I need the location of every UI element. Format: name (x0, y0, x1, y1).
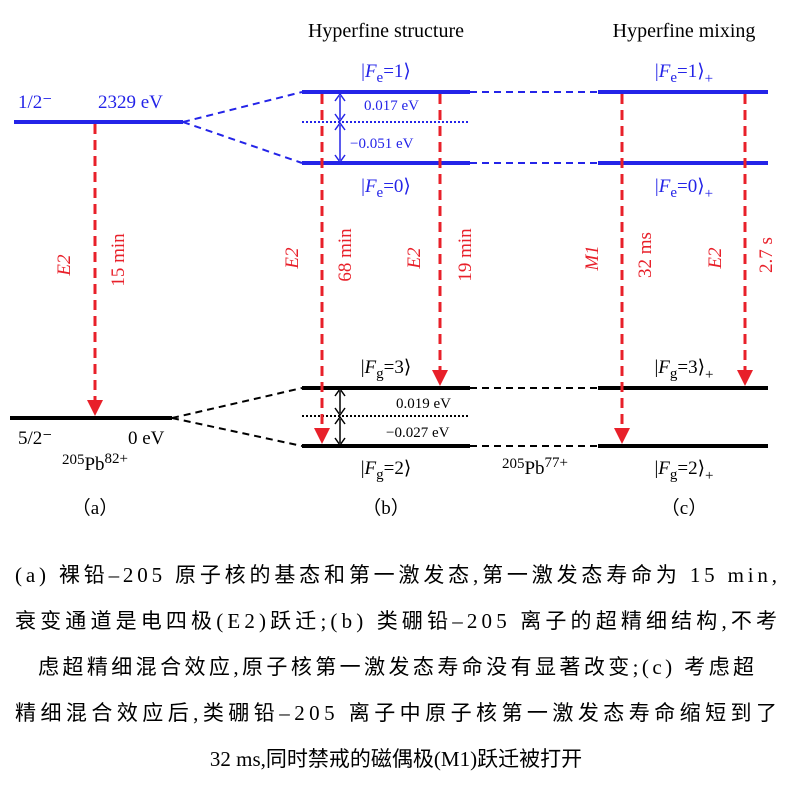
charge: 77+ (545, 455, 568, 471)
panel-title: Hyperfine structure (308, 20, 464, 42)
subscript: e (670, 70, 677, 86)
panel-label: （a） (72, 497, 118, 519)
lifetime: 2.7 s (756, 237, 777, 273)
energy-label: 2329 eV (98, 92, 163, 113)
symbol: F (364, 176, 377, 197)
symbol: F (657, 357, 670, 378)
element: Pb (524, 458, 544, 479)
splitting: 0.019 eV (396, 396, 451, 412)
subscript: e (670, 185, 677, 201)
splitting: −0.027 eV (386, 425, 450, 441)
state-label: |Fg=3⟩ (361, 357, 412, 382)
lifetime: 15 min (108, 233, 129, 287)
spin-label: 1/2⁻ (18, 92, 52, 113)
mass: 205 (62, 452, 85, 468)
caption-line: 衰变通道是电四极(E2)跃迁;(b) 类硼铅–205 离子的超精细结构,不考 (15, 609, 777, 633)
suffix: + (705, 367, 713, 383)
caption-line: 精细混合效应后,类硼铅–205 离子中原子核第一激发态寿命缩短到了 (15, 701, 777, 725)
subscript: e (377, 70, 384, 86)
symbol: F (364, 61, 377, 82)
connectors (171, 91, 598, 447)
symbol: F (658, 61, 671, 82)
ion: 205Pb77+ (502, 455, 568, 479)
panel-label: （b） (362, 497, 410, 519)
state-label: |Fe=1⟩+ (655, 61, 713, 87)
bra: | (654, 357, 658, 378)
transition-arrows (87, 94, 753, 444)
splitting-arrows (334, 92, 346, 447)
value: =0⟩ (677, 176, 705, 197)
symbol: F (657, 458, 670, 479)
lifetime: 19 min (455, 228, 476, 282)
caption: (a) 裸铅–205 原子核的基态和第一激发态,第一激发态寿命为 15 min,… (15, 563, 777, 771)
subscript: g (670, 467, 678, 483)
state-label: |Fg=2⟩+ (654, 458, 713, 484)
caption-line: 32 ms,同时禁戒的磁偶极(M1)跃迁被打开 (210, 747, 582, 771)
subscript: g (376, 467, 384, 483)
state-label: |Fg=2⟩ (361, 458, 412, 483)
state-labels: |Fe=1⟩|Fe=0⟩|Fg=3⟩|Fg=2⟩ (361, 61, 412, 483)
transition-type: E2 (705, 247, 726, 270)
bra: | (655, 61, 659, 82)
suffix: + (705, 186, 713, 202)
bra: | (361, 176, 365, 197)
symbol: F (364, 458, 377, 479)
state-label: |Fe=1⟩ (361, 61, 411, 86)
element: Pb (84, 454, 104, 475)
subscript: e (377, 185, 384, 201)
energy-label: 0 eV (128, 428, 165, 449)
splitting: −0.051 eV (350, 136, 414, 152)
state-label: |Fe=0⟩ (361, 176, 411, 201)
mass: 205 (502, 456, 525, 472)
value: =2⟩ (384, 458, 412, 479)
charge: 82+ (105, 451, 128, 467)
lifetime: 68 min (335, 228, 356, 282)
value: =3⟩ (384, 357, 412, 378)
state-labels: |Fe=1⟩+|Fe=0⟩+|Fg=3⟩+|Fg=2⟩+ (654, 61, 713, 484)
value: =2⟩ (677, 458, 705, 479)
symbol: F (658, 176, 671, 197)
value: =1⟩ (677, 61, 705, 82)
caption-line: (a) 裸铅–205 原子核的基态和第一激发态,第一激发态寿命为 15 min, (15, 563, 777, 587)
transition-type: E2 (54, 254, 75, 277)
panel-label: （c） (661, 497, 707, 519)
bra: | (654, 458, 658, 479)
subscript: g (376, 366, 384, 382)
symbol: F (364, 357, 377, 378)
transition-type: M1 (582, 245, 603, 271)
spin-label: 5/2⁻ (18, 428, 52, 449)
suffix: + (705, 71, 713, 87)
subscript: g (670, 366, 678, 382)
caption-line: 虑超精细混合效应,原子核第一激发态寿命没有显著改变;(c) 考虑超 (38, 655, 754, 679)
value: =0⟩ (383, 176, 411, 197)
suffix: + (705, 468, 713, 484)
bra: | (361, 357, 365, 378)
splitting: 0.017 eV (364, 98, 419, 114)
state-label: |Fe=0⟩+ (655, 176, 713, 202)
transition-type: E2 (404, 247, 425, 270)
state-label: |Fg=3⟩+ (654, 357, 713, 383)
transition-type: E2 (282, 247, 303, 270)
value: =1⟩ (383, 61, 411, 82)
panel-title: Hyperfine mixing (613, 20, 756, 42)
lifetime: 32 ms (635, 232, 656, 278)
bra: | (361, 61, 365, 82)
bra: | (655, 176, 659, 197)
bra: | (361, 458, 365, 479)
value: =3⟩ (677, 357, 705, 378)
ion: 205Pb82+ (62, 451, 128, 475)
